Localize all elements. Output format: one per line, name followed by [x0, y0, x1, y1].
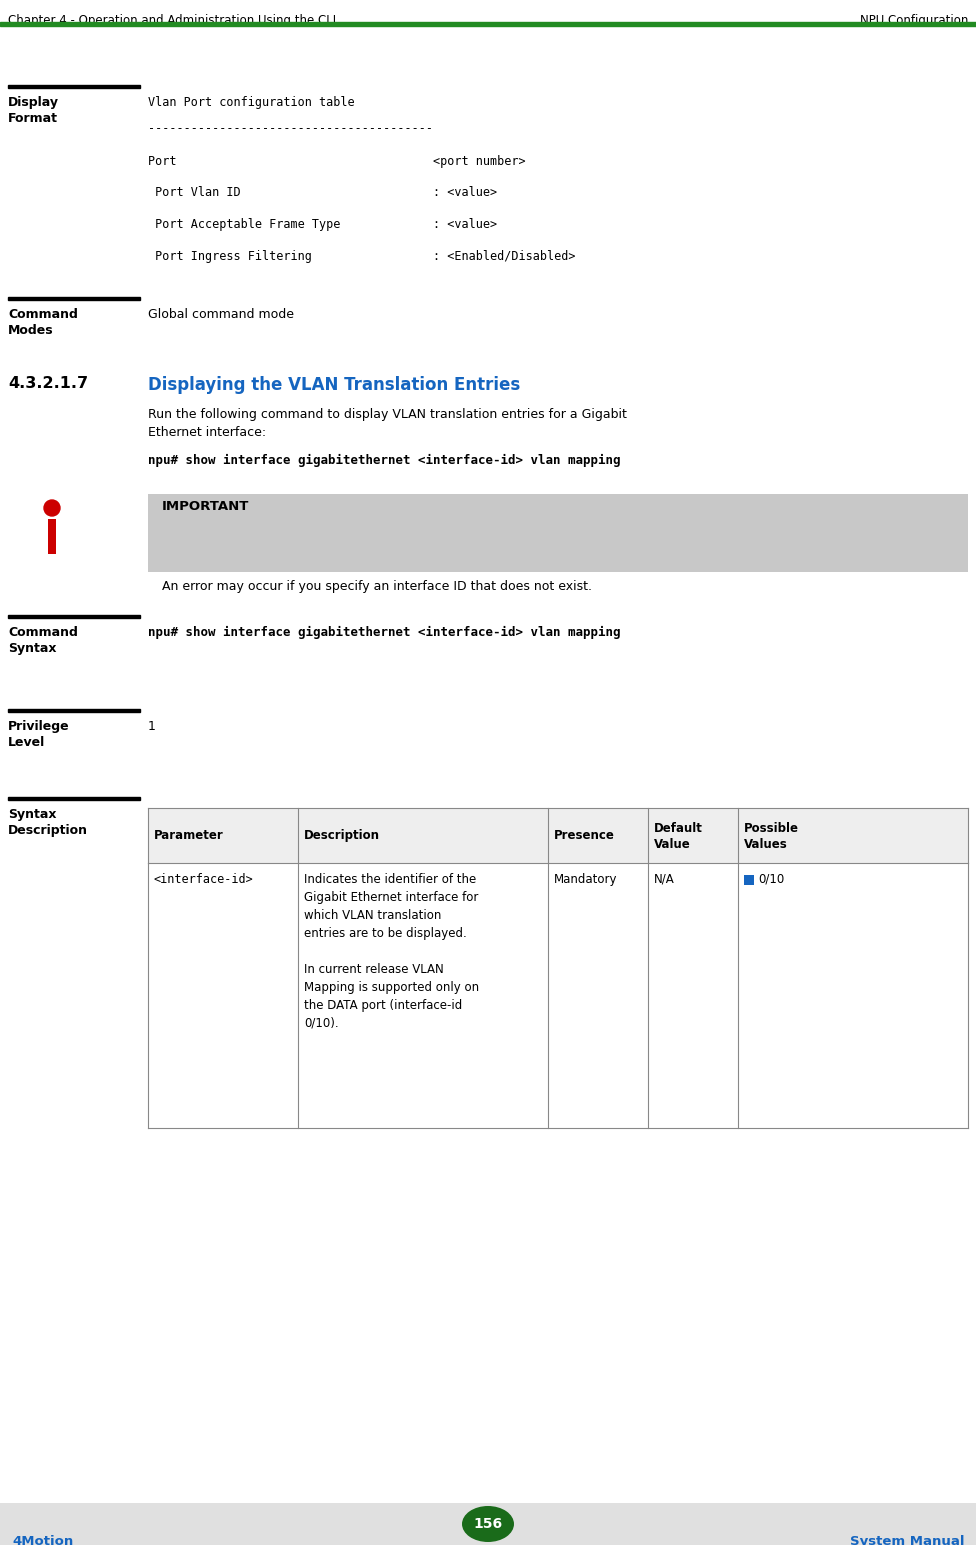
Text: Values: Values: [744, 837, 788, 851]
Text: Global command mode: Global command mode: [148, 307, 294, 321]
Text: Port Ingress Filtering                 : <Enabled/Disabled>: Port Ingress Filtering : <Enabled/Disabl…: [148, 250, 576, 263]
Text: Value: Value: [654, 837, 691, 851]
Bar: [148, 494, 968, 572]
Bar: [744, 874, 754, 885]
Text: Vlan Port configuration table: Vlan Port configuration table: [148, 96, 354, 110]
Text: Syntax: Syntax: [8, 643, 57, 655]
Text: An error may occur if you specify an interface ID that does not exist.: An error may occur if you specify an int…: [162, 579, 592, 593]
Bar: [148, 864, 968, 1128]
Bar: [148, 808, 968, 864]
Text: NPU Configuration: NPU Configuration: [860, 14, 968, 26]
Text: Syntax: Syntax: [8, 808, 57, 820]
Text: 1: 1: [148, 720, 156, 732]
Text: Ethernet interface:: Ethernet interface:: [148, 426, 266, 439]
Text: Command: Command: [8, 307, 78, 321]
Text: System Manual: System Manual: [849, 1536, 964, 1545]
Text: Indicates the identifier of the: Indicates the identifier of the: [304, 873, 476, 885]
Text: Command: Command: [8, 626, 78, 640]
Text: the DATA port (interface-id: the DATA port (interface-id: [304, 1000, 463, 1012]
Text: Description: Description: [8, 823, 88, 837]
Text: Possible: Possible: [744, 822, 799, 834]
Bar: [0, 1503, 976, 1545]
Text: IMPORTANT: IMPORTANT: [162, 501, 250, 513]
Text: npu# show interface gigabitethernet <interface-id> vlan mapping: npu# show interface gigabitethernet <int…: [148, 454, 621, 467]
Text: Port Acceptable Frame Type             : <value>: Port Acceptable Frame Type : <value>: [148, 218, 497, 232]
Text: Level: Level: [8, 735, 45, 749]
Bar: [8, 297, 140, 300]
Text: Mapping is supported only on: Mapping is supported only on: [304, 981, 479, 993]
Text: Parameter: Parameter: [154, 830, 224, 842]
Text: Default: Default: [654, 822, 703, 834]
Text: 0/10).: 0/10).: [304, 1017, 339, 1031]
Text: Privilege: Privilege: [8, 720, 69, 732]
Text: Modes: Modes: [8, 324, 54, 337]
Text: which VLAN translation: which VLAN translation: [304, 908, 441, 922]
Bar: [8, 85, 140, 88]
Text: Display: Display: [8, 96, 59, 110]
Text: N/A: N/A: [654, 873, 674, 885]
Bar: [48, 519, 56, 555]
Text: Port                                    <port number>: Port <port number>: [148, 154, 526, 168]
Text: 4Motion: 4Motion: [12, 1536, 73, 1545]
Text: Format: Format: [8, 111, 58, 125]
Text: npu# show interface gigabitethernet <interface-id> vlan mapping: npu# show interface gigabitethernet <int…: [148, 626, 621, 640]
Bar: [0, 22, 976, 26]
Text: Displaying the VLAN Translation Entries: Displaying the VLAN Translation Entries: [148, 375, 520, 394]
Text: Run the following command to display VLAN translation entries for a Gigabit: Run the following command to display VLA…: [148, 408, 627, 420]
Text: Chapter 4 - Operation and Administration Using the CLI: Chapter 4 - Operation and Administration…: [8, 14, 336, 26]
Text: Port Vlan ID                           : <value>: Port Vlan ID : <value>: [148, 185, 497, 199]
Bar: [8, 709, 140, 712]
Text: Gigabit Ethernet interface for: Gigabit Ethernet interface for: [304, 891, 478, 904]
Bar: [8, 797, 140, 800]
Ellipse shape: [462, 1506, 514, 1542]
Circle shape: [44, 501, 60, 516]
Text: Description: Description: [304, 830, 380, 842]
Text: 0/10: 0/10: [758, 873, 785, 885]
Text: Mandatory: Mandatory: [554, 873, 618, 885]
Text: 4.3.2.1.7: 4.3.2.1.7: [8, 375, 88, 391]
Text: ----------------------------------------: ----------------------------------------: [148, 122, 433, 134]
Text: 156: 156: [473, 1517, 503, 1531]
Text: In current release VLAN: In current release VLAN: [304, 963, 444, 976]
Bar: [8, 615, 140, 618]
Text: Presence: Presence: [554, 830, 615, 842]
Text: entries are to be displayed.: entries are to be displayed.: [304, 927, 467, 939]
Text: <interface-id>: <interface-id>: [154, 873, 254, 885]
